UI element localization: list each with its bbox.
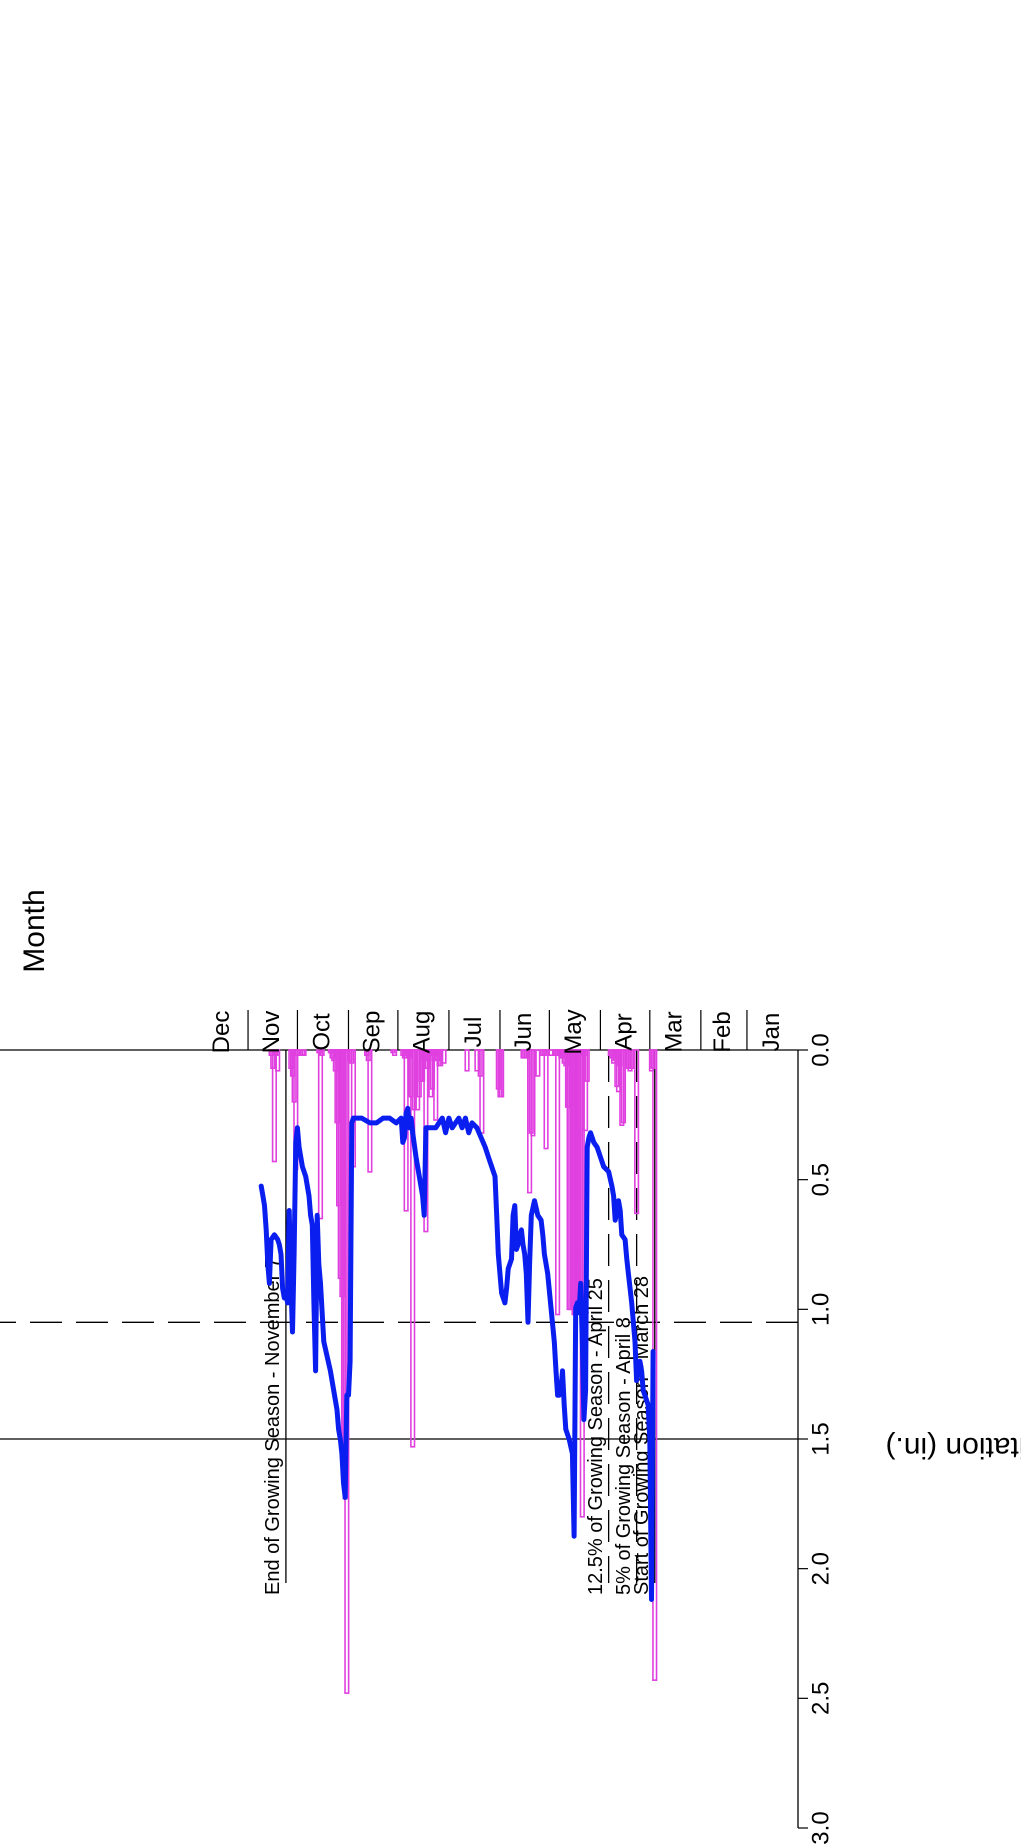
growing-season-markers: Start of Growing Season - March 285% of … [262, 1050, 656, 1595]
precipitation-bar [548, 1049, 554, 1056]
water-depth-series [258, 1105, 656, 1602]
axis-labels: JanFebMarAprMayJunJulAugSepOctNovDec4036… [18, 889, 1021, 1844]
precipitation-bar [268, 1049, 274, 1056]
month-label: Aug [409, 1011, 436, 1054]
growing-season-label: 5% of Growing Season - April 8 [613, 1317, 635, 1595]
precipitation-bar [535, 1049, 541, 1077]
growing-season-label: End of Growing Season - November 7 [262, 1257, 284, 1595]
y2-tick-label: 1.5 [807, 1422, 834, 1455]
precipitation-bar [390, 1049, 396, 1054]
precipitation-bar [464, 1049, 470, 1072]
precipitation-bar [625, 1049, 632, 1069]
month-label: Dec [208, 1011, 235, 1054]
month-label: Sep [359, 1011, 386, 1054]
y2-tick-label: 3.0 [807, 1811, 834, 1844]
month-label: May [560, 1009, 587, 1054]
precipitation-bar [527, 1049, 533, 1194]
month-label: Nov [258, 1011, 285, 1054]
precipitation-bar [363, 1049, 370, 1056]
month-label: Jun [510, 1013, 537, 1052]
y2-tick-label: 0.5 [807, 1163, 834, 1196]
month-label: Mar [661, 1011, 688, 1052]
month-label: Oct [308, 1013, 335, 1051]
precipitation-bar [495, 1049, 501, 1090]
y2-tick-label: 1.0 [807, 1293, 834, 1326]
month-label: Jan [758, 1013, 785, 1052]
precipitation-bar [327, 1049, 333, 1054]
water-depth-line [258, 1105, 656, 1602]
y2-axis-title: Precipitation (in.) [885, 1431, 1021, 1464]
y2-tick-label: 0.0 [807, 1033, 834, 1066]
precipitation-bar [474, 1049, 480, 1072]
x-axis-title: Month [18, 889, 51, 972]
precipitation-bar [299, 1049, 305, 1056]
precipitation-bar [607, 1049, 613, 1056]
precipitation-bar [288, 1049, 294, 1069]
growing-season-label: 12.5% of Growing Season - April 25 [585, 1278, 607, 1595]
precipitation-bar [648, 1049, 655, 1072]
precipitation-bar [634, 1049, 640, 1215]
reference-lines [0, 1321, 798, 1440]
precipitation-bar [316, 1049, 322, 1054]
precipitation-bar [317, 1049, 324, 1220]
month-label: Jul [460, 1017, 487, 1048]
precipitation-bar [520, 1049, 526, 1059]
precipitation-bar [553, 1049, 559, 1056]
y2-tick-label: 2.0 [807, 1552, 834, 1585]
y2-tick-label: 2.5 [807, 1682, 834, 1715]
month-label: Feb [709, 1011, 736, 1052]
precipitation-bar [400, 1049, 406, 1056]
precipitation-bar [367, 1049, 373, 1173]
precipitation-bar [543, 1049, 549, 1150]
precipitation-bar [540, 1049, 546, 1056]
precipitation-bar [554, 1049, 561, 1316]
month-label: Apr [610, 1013, 637, 1050]
